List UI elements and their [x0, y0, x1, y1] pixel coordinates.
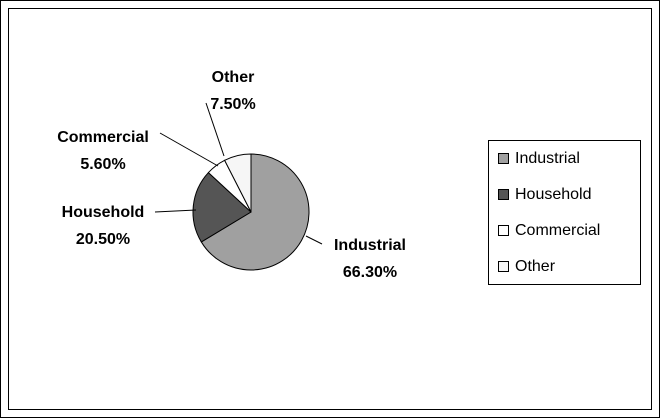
- pie-slice: [200, 153, 310, 271]
- legend-swatch: [498, 189, 509, 200]
- data-label-value: 5.60%: [80, 156, 125, 173]
- data-label-name: Industrial: [334, 237, 406, 254]
- pie-slice: [192, 171, 252, 243]
- data-label-value: 7.50%: [210, 96, 255, 113]
- legend-box: [488, 140, 641, 285]
- legend-label: Industrial: [515, 150, 580, 167]
- legend-label: Commercial: [515, 222, 600, 239]
- legend-swatch: [498, 261, 509, 272]
- leader-line: [205, 102, 225, 157]
- legend-label: Household: [515, 186, 592, 203]
- pie-slice: [223, 153, 252, 213]
- legend-label: Other: [515, 258, 556, 275]
- data-label-name: Commercial: [57, 129, 149, 146]
- data-label-name: Other: [212, 69, 255, 86]
- data-label-value: 20.50%: [76, 231, 130, 248]
- legend-swatch: [498, 225, 509, 236]
- leader-line: [154, 209, 197, 213]
- legend-swatch: [498, 153, 509, 164]
- leader-line: [159, 132, 219, 167]
- data-label-name: Household: [62, 204, 145, 221]
- leader-line: [305, 235, 323, 245]
- data-label-value: 66.30%: [343, 264, 397, 281]
